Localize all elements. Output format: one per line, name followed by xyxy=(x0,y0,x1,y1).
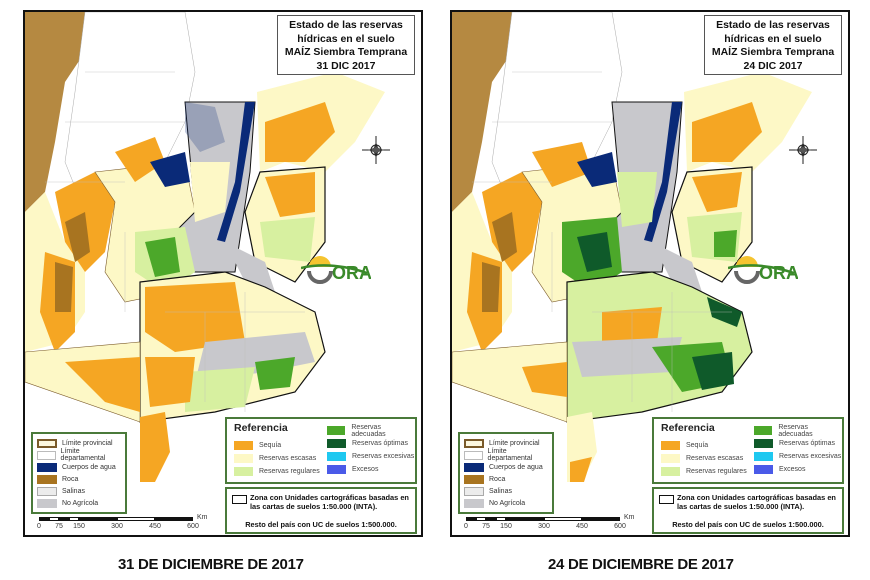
no-agricola-swatch xyxy=(37,498,57,508)
ora-logo-icon: ORA xyxy=(728,256,798,284)
legend-item-reservas-excesivas: Reservas excesivas xyxy=(327,450,415,463)
zone-outline-swatch xyxy=(232,495,247,504)
reservas-optimas-swatch xyxy=(754,439,773,448)
logo-text: ORA xyxy=(759,263,798,283)
legend-item-reservas-regulares: Reservas regulares xyxy=(661,465,747,478)
legend-item-cuerpos-de-agua: Cuerpos de agua xyxy=(37,461,121,473)
salinas-swatch xyxy=(464,486,484,496)
zone-note-box: Zona con Unidades cartográficas basadas … xyxy=(652,487,844,534)
legend-item-reservas-regulares: Reservas regulares xyxy=(234,465,320,478)
base-legend: Límite provincial Límite departamental C… xyxy=(31,432,127,514)
legend-item-limite-departamental: Límite departamental xyxy=(37,448,121,462)
reservas-escasas-swatch xyxy=(234,454,253,463)
legend-item-reservas-excesivas: Reservas excesivas xyxy=(754,450,842,463)
title-line-3: MAÍZ Siembra Temprana xyxy=(284,46,408,58)
reference-title: Referencia xyxy=(234,422,288,434)
zone-note-line1: Zona con Unidades cartográficas basadas … xyxy=(677,493,836,511)
limite-provincial-swatch xyxy=(464,438,484,448)
sequia-swatch xyxy=(234,441,253,450)
zone-outline-swatch xyxy=(659,495,674,504)
reference-legend: Referencia Sequía Reservas escasas Reser… xyxy=(225,417,417,484)
limite-departamental-swatch xyxy=(464,450,483,460)
legend-item-reservas-optimas: Reservas óptimas xyxy=(754,437,842,450)
map-panel-24-dic: Estado de las reservas hídricas en el su… xyxy=(450,10,850,537)
logo-text: ORA xyxy=(332,263,371,283)
title-line-2: hídricas en el suelo xyxy=(724,32,822,45)
legend-item-no-agricola: No Agrícola xyxy=(464,497,548,509)
excesos-swatch xyxy=(754,465,773,474)
cuerpos-de-agua-swatch xyxy=(37,462,57,472)
scale-bar: Km 0 75 150 300 450 600 xyxy=(37,514,208,530)
zone-note-line2: Resto del país con UC de suelos 1:500.00… xyxy=(672,520,824,529)
legend-item-sequia: Sequía xyxy=(661,439,747,452)
cuerpos-de-agua-swatch xyxy=(464,462,484,472)
reservas-excesivas-swatch xyxy=(327,452,346,461)
legend-item-reservas-adecuadas: Reservas adecuadas xyxy=(754,424,842,438)
reference-left-column: Sequía Reservas escasas Reservas regular… xyxy=(234,439,320,478)
no-agricola-swatch xyxy=(464,498,484,508)
legend-item-no-agricola: No Agrícola xyxy=(37,497,121,509)
zone-note-line1: Zona con Unidades cartográficas basadas … xyxy=(250,493,409,511)
legend-item-salinas: Salinas xyxy=(37,485,121,497)
legend-item-reservas-escasas: Reservas escasas xyxy=(661,452,747,465)
ora-logo-icon: ORA xyxy=(301,256,371,284)
caption-31-dic: 31 DE DICIEMBRE DE 2017 xyxy=(118,556,304,573)
reference-right-column: Reservas adecuadas Reservas óptimas Rese… xyxy=(754,424,842,476)
limite-departamental-swatch xyxy=(37,450,56,460)
title-line-1: Estado de las reservas xyxy=(289,19,403,31)
soil-water-map-24-dic xyxy=(452,12,848,535)
legend-item-excesos: Excesos xyxy=(754,463,842,476)
title-line-4: 24 DIC 2017 xyxy=(743,59,803,72)
title-line-1: Estado de las reservas xyxy=(716,19,830,31)
reservas-excesivas-swatch xyxy=(754,452,773,461)
reference-right-column: Reservas adecuadas Reservas óptimas Rese… xyxy=(327,424,415,476)
legend-item-reservas-optimas: Reservas óptimas xyxy=(327,437,415,450)
reference-title: Referencia xyxy=(661,422,715,434)
reservas-adecuadas-swatch xyxy=(327,426,346,435)
legend-item-excesos: Excesos xyxy=(327,463,415,476)
roca-swatch xyxy=(464,474,484,484)
base-legend: Límite provincial Límite departamental C… xyxy=(458,432,554,514)
zone-note-line2: Resto del país con UC de suelos 1:500.00… xyxy=(245,520,397,529)
reference-legend: Referencia Sequía Reservas escasas Reser… xyxy=(652,417,844,484)
soil-water-map-31-dic xyxy=(25,12,421,535)
legend-item-limite-provincial: Límite provincial xyxy=(37,437,121,449)
roca-swatch xyxy=(37,474,57,484)
legend-item-reservas-escasas: Reservas escasas xyxy=(234,452,320,465)
scale-unit: Km xyxy=(624,514,635,521)
scale-bar: Km 0 75 150 300 450 600 xyxy=(464,514,635,530)
title-line-4: 31 DIC 2017 xyxy=(316,59,376,72)
legend-item-roca: Roca xyxy=(37,473,121,485)
caption-24-dic: 24 DE DICIEMBRE DE 2017 xyxy=(548,556,734,573)
title-line-2: hídricas en el suelo xyxy=(297,32,395,45)
reservas-escasas-swatch xyxy=(661,454,680,463)
compass-rose-icon xyxy=(362,136,390,164)
excesos-swatch xyxy=(327,465,346,474)
reservas-optimas-swatch xyxy=(327,439,346,448)
compass-rose-icon xyxy=(789,136,817,164)
sequia-swatch xyxy=(661,441,680,450)
reservas-regulares-swatch xyxy=(234,467,253,476)
reservas-adecuadas-swatch xyxy=(754,426,773,435)
map-title-box: Estado de las reservas hídricas en el su… xyxy=(277,15,415,75)
zone-note-box: Zona con Unidades cartográficas basadas … xyxy=(225,487,417,534)
legend-item-reservas-adecuadas: Reservas adecuadas xyxy=(327,424,415,438)
reservas-regulares-swatch xyxy=(661,467,680,476)
legend-item-cuerpos-de-agua: Cuerpos de agua xyxy=(464,461,548,473)
title-line-3: MAÍZ Siembra Temprana xyxy=(711,46,835,58)
salinas-swatch xyxy=(37,486,57,496)
map-panel-31-dic: Estado de las reservas hídricas en el su… xyxy=(23,10,423,537)
legend-item-salinas: Salinas xyxy=(464,485,548,497)
reference-left-column: Sequía Reservas escasas Reservas regular… xyxy=(661,439,747,478)
legend-item-limite-departamental: Límite departamental xyxy=(464,448,548,462)
legend-item-roca: Roca xyxy=(464,473,548,485)
scale-unit: Km xyxy=(197,514,208,521)
limite-provincial-swatch xyxy=(37,438,57,448)
map-title-box: Estado de las reservas hídricas en el su… xyxy=(704,15,842,75)
legend-item-limite-provincial: Límite provincial xyxy=(464,437,548,449)
legend-item-sequia: Sequía xyxy=(234,439,320,452)
